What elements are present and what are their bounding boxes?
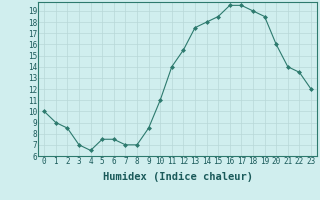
X-axis label: Humidex (Indice chaleur): Humidex (Indice chaleur) <box>103 172 252 182</box>
